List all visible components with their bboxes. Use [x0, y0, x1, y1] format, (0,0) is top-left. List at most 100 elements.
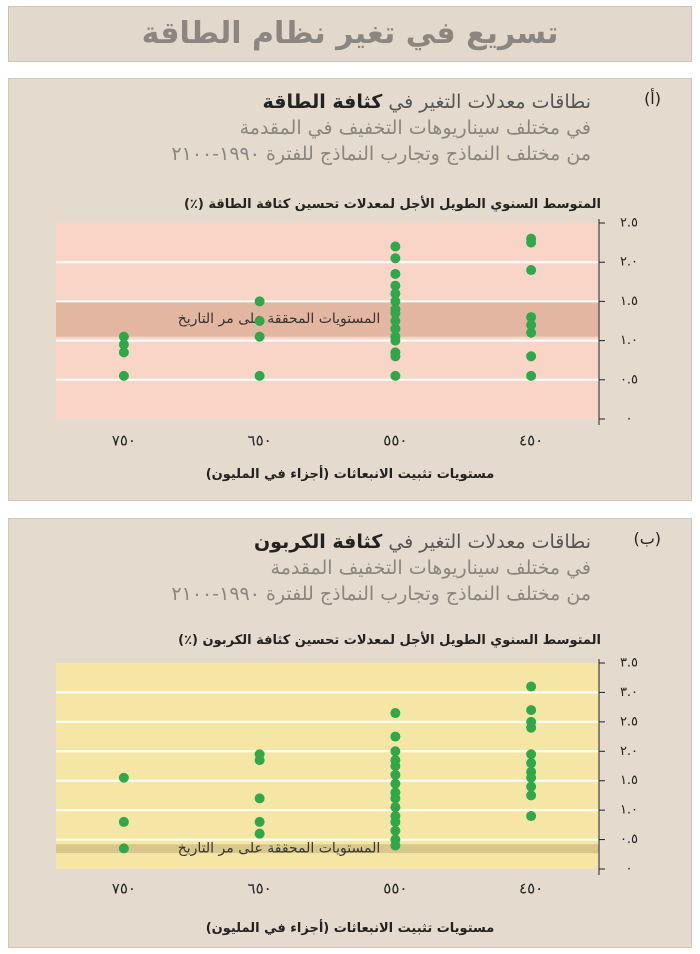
y-tick-label: ٣.٥	[620, 656, 638, 671]
chart: ٠ ٠.٥ ١.٠ ١.٥ ٢.٠ ٢.٥ ٣.٠ ٣.٥ ٧٥٠ ٦٥٠ ٥٥٠ ٤٥٠ المستو…	[56, 656, 638, 898]
data-point	[390, 370, 401, 381]
data-point	[254, 793, 265, 804]
data-point	[526, 351, 537, 362]
y-tick-label: ٣.٠	[620, 685, 638, 700]
data-point	[390, 308, 401, 319]
data-point	[390, 268, 401, 279]
data-point	[390, 351, 401, 362]
heading-line: نطاقات معدلات التغير في كثافة الطاقة	[171, 89, 591, 115]
data-point	[526, 312, 537, 323]
data-point	[390, 802, 401, 813]
data-point	[390, 746, 401, 757]
y-tick-label: ٢.٥	[620, 216, 638, 231]
data-point	[118, 843, 129, 854]
data-point	[390, 296, 401, 307]
data-point	[390, 825, 401, 836]
panel: (ب) نطاقات معدلات التغير في كثافة الكربو…	[8, 518, 692, 948]
y-tick-label: ٠	[626, 412, 633, 427]
data-point	[254, 370, 265, 381]
data-point	[254, 816, 265, 827]
panel-heading: نطاقات معدلات التغير في كثافة الكربون في…	[171, 529, 591, 607]
data-point	[526, 265, 537, 276]
y-axis-label: المتوسط السنوي الطويل الأجل لمعدلات تحسي…	[183, 197, 601, 212]
data-point	[254, 296, 265, 307]
panel: (أ) نطاقات معدلات التغير في كثافة الطاقة…	[8, 78, 692, 501]
data-point	[526, 790, 537, 801]
band-label: المستويات المحققة على مر التاريخ	[178, 841, 381, 857]
heading-line: من مختلف النماذج وتجارب النماذج للفترة ١…	[171, 583, 591, 605]
y-tick-label: ٢.٥	[620, 714, 638, 729]
data-point	[390, 316, 401, 326]
x-tick-label: ٤٥٠	[519, 880, 543, 898]
heading-bold: كثافة الكربون	[253, 531, 383, 553]
data-point	[390, 253, 401, 264]
y-tick-label: ٠	[626, 862, 633, 877]
y-axis-label: المتوسط السنوي الطويل الأجل لمعدلات تحسي…	[178, 633, 601, 648]
heading-bold: كثافة الطاقة	[262, 91, 383, 113]
data-point	[118, 772, 129, 783]
panel-label: (أ)	[644, 89, 661, 108]
band-label: المستويات المحققة على مر التاريخ	[178, 311, 381, 327]
data-point	[118, 331, 129, 342]
y-tick-label: ٢.٠	[620, 255, 638, 270]
historical-band	[56, 844, 599, 854]
x-axis-label: مستويات تثبيت الانبعاثات (أجزاء في الملي…	[205, 467, 495, 482]
y-tick-label: ١.٥	[620, 294, 638, 309]
data-point	[526, 781, 537, 792]
y-tick-label: ٠.٥	[620, 832, 638, 847]
y-tick-label: ١.٠	[620, 333, 638, 348]
data-point	[390, 793, 401, 804]
x-tick-label: ٥٥٠	[383, 880, 407, 898]
data-point	[254, 828, 265, 839]
heading-text: نطاقات معدلات التغير في	[388, 531, 591, 553]
data-point	[118, 339, 129, 350]
data-point	[526, 722, 537, 733]
y-tick-label: ٢.٠	[620, 744, 638, 759]
data-point	[526, 681, 537, 692]
data-point	[390, 241, 401, 252]
y-tick-label: ٠.٥	[620, 372, 638, 387]
data-point	[526, 758, 537, 769]
x-tick-label: ٦٥٠	[248, 432, 272, 450]
data-point	[526, 772, 537, 783]
data-point	[390, 323, 401, 334]
data-point	[390, 778, 401, 789]
heading-text: نطاقات معدلات التغير في	[388, 91, 591, 113]
data-point	[118, 370, 129, 381]
y-tick-label: ١.٥	[620, 773, 638, 788]
x-tick-label: ٤٥٠	[519, 432, 543, 450]
chart: ٠ ٠.٥ ١.٠ ١.٥ ٢.٠ ٢.٥ ٧٥٠ ٦٥٠ ٥٥٠ ٤٥٠ المستويات ال…	[56, 216, 638, 450]
data-point	[390, 816, 401, 827]
x-tick-label: ٧٥٠	[112, 880, 136, 898]
data-point	[526, 327, 537, 338]
data-point	[390, 335, 401, 346]
x-tick-label: ٦٥٠	[248, 880, 272, 898]
data-point	[390, 840, 401, 851]
data-point	[526, 319, 537, 330]
data-point	[390, 769, 401, 780]
panel-heading: نطاقات معدلات التغير في كثافة الطاقة في …	[171, 89, 591, 167]
data-point	[390, 708, 401, 719]
y-tick-label: ١.٠	[620, 803, 638, 818]
data-point	[118, 816, 129, 827]
data-point	[526, 705, 537, 716]
data-point	[526, 749, 537, 760]
x-tick-label: ٥٥٠	[383, 432, 407, 450]
data-point	[526, 370, 537, 381]
data-point	[390, 761, 401, 771]
data-point	[390, 731, 401, 742]
historical-band	[56, 301, 599, 337]
data-point	[390, 288, 401, 299]
data-point	[526, 811, 537, 822]
heading-line: نطاقات معدلات التغير في كثافة الكربون	[171, 529, 591, 555]
plot-background	[56, 663, 599, 869]
data-point	[254, 316, 265, 326]
x-axis-label: مستويات تثبيت الانبعاثات (أجزاء في الملي…	[205, 921, 495, 936]
panel-label: (ب)	[633, 529, 661, 548]
data-point	[254, 331, 265, 342]
heading-line: في مختلف سيناريوهات التخفيف المقدمة	[270, 557, 591, 579]
heading-line: من مختلف النماذج وتجارب النماذج للفترة ١…	[171, 143, 591, 165]
data-point	[254, 755, 265, 766]
data-point	[118, 347, 129, 358]
